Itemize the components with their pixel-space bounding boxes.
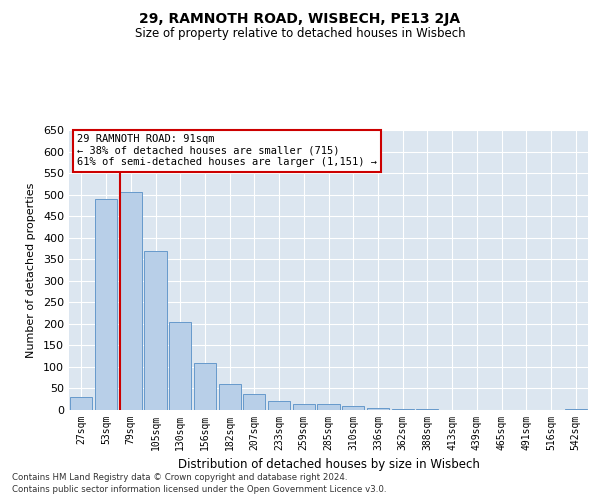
Bar bbox=[268, 402, 290, 410]
Bar bbox=[342, 406, 364, 410]
Bar bbox=[119, 192, 142, 410]
Bar bbox=[243, 394, 265, 410]
Text: 29 RAMNOTH ROAD: 91sqm
← 38% of detached houses are smaller (715)
61% of semi-de: 29 RAMNOTH ROAD: 91sqm ← 38% of detached… bbox=[77, 134, 377, 168]
Bar bbox=[70, 397, 92, 410]
Bar bbox=[95, 199, 117, 410]
Text: Contains HM Land Registry data © Crown copyright and database right 2024.: Contains HM Land Registry data © Crown c… bbox=[12, 474, 347, 482]
Bar bbox=[218, 384, 241, 410]
X-axis label: Distribution of detached houses by size in Wisbech: Distribution of detached houses by size … bbox=[178, 458, 479, 471]
Text: Contains public sector information licensed under the Open Government Licence v3: Contains public sector information licen… bbox=[12, 485, 386, 494]
Bar bbox=[565, 409, 587, 410]
Bar bbox=[145, 250, 167, 410]
Bar bbox=[293, 404, 315, 410]
Bar bbox=[317, 404, 340, 410]
Bar bbox=[392, 409, 414, 410]
Bar bbox=[194, 364, 216, 410]
Bar bbox=[367, 408, 389, 410]
Text: Size of property relative to detached houses in Wisbech: Size of property relative to detached ho… bbox=[134, 28, 466, 40]
Bar bbox=[416, 409, 439, 410]
Y-axis label: Number of detached properties: Number of detached properties bbox=[26, 182, 36, 358]
Text: 29, RAMNOTH ROAD, WISBECH, PE13 2JA: 29, RAMNOTH ROAD, WISBECH, PE13 2JA bbox=[139, 12, 461, 26]
Bar bbox=[169, 322, 191, 410]
